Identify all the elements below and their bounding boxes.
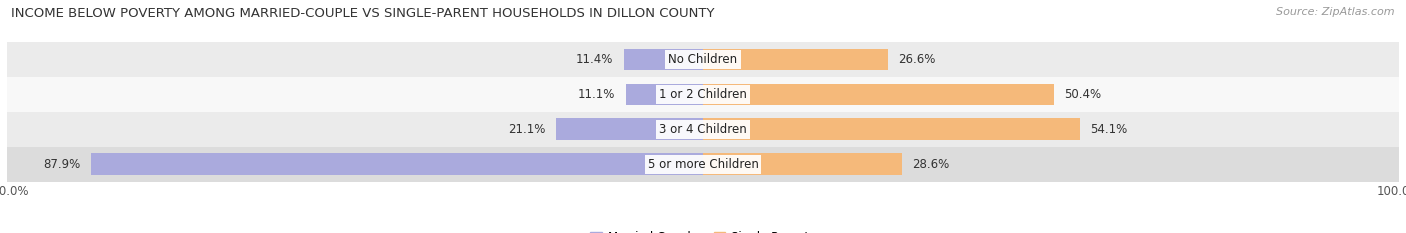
Bar — [703, 49, 889, 70]
Text: 5 or more Children: 5 or more Children — [648, 158, 758, 171]
Bar — [703, 84, 1053, 105]
Text: 3 or 4 Children: 3 or 4 Children — [659, 123, 747, 136]
Text: 11.1%: 11.1% — [578, 88, 616, 101]
Bar — [7, 77, 1399, 112]
Bar — [7, 147, 1399, 182]
Text: 21.1%: 21.1% — [509, 123, 546, 136]
Text: 26.6%: 26.6% — [898, 53, 936, 66]
Text: 1 or 2 Children: 1 or 2 Children — [659, 88, 747, 101]
Bar — [703, 118, 1080, 140]
Text: INCOME BELOW POVERTY AMONG MARRIED-COUPLE VS SINGLE-PARENT HOUSEHOLDS IN DILLON : INCOME BELOW POVERTY AMONG MARRIED-COUPL… — [11, 7, 714, 20]
Bar — [7, 42, 1399, 77]
Bar — [703, 154, 903, 175]
Text: 28.6%: 28.6% — [912, 158, 949, 171]
Legend: Married Couples, Single Parents: Married Couples, Single Parents — [586, 226, 820, 233]
Text: 87.9%: 87.9% — [44, 158, 80, 171]
Text: 54.1%: 54.1% — [1090, 123, 1128, 136]
Text: Source: ZipAtlas.com: Source: ZipAtlas.com — [1277, 7, 1395, 17]
Bar — [557, 118, 703, 140]
Text: No Children: No Children — [668, 53, 738, 66]
Text: 50.4%: 50.4% — [1064, 88, 1101, 101]
Bar — [7, 112, 1399, 147]
Text: 11.4%: 11.4% — [576, 53, 613, 66]
Bar — [626, 84, 703, 105]
Bar — [91, 154, 703, 175]
Bar — [624, 49, 703, 70]
